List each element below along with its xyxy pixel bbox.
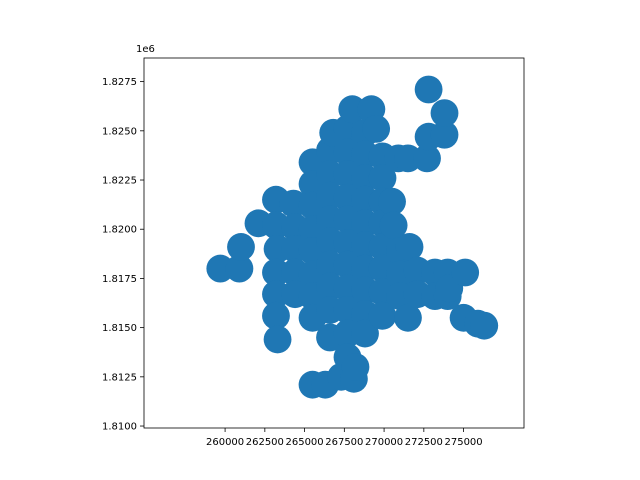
x-tick-label: 265000 [285,437,323,448]
data-points [206,75,499,399]
data-point-10 [263,325,292,354]
data-point-71 [378,187,406,216]
y-axis: 1.8100 1.8125 1.8150 1.8175 1.8200 1.8225 1.82… [102,77,144,433]
y-tick-label: 1.8150 [102,323,137,334]
data-point-0 [206,254,235,283]
y-offset-label: 1e6 [136,44,155,55]
data-point-72 [379,211,408,240]
data-point-79 [394,303,422,332]
data-point-62 [362,114,391,143]
y-tick-label: 1.8200 [102,225,137,236]
data-point-64 [368,164,397,192]
x-tick-label: 275000 [444,437,482,448]
y-tick-label: 1.8225 [102,176,137,187]
y-tick-label: 1.8175 [102,274,137,285]
x-axis: 260000 262500 265000 267500 270000 272500 2750… [206,428,483,448]
data-point-1 [225,254,254,283]
x-tick-label: 267500 [325,437,363,448]
data-point-77 [394,144,422,173]
data-point-50 [341,353,370,381]
data-point-88 [430,99,459,128]
data-point-2 [227,233,255,261]
data-point-78 [395,233,424,261]
data-point-9 [262,301,290,330]
x-tick-label: 270000 [365,437,403,448]
data-point-7 [262,258,290,287]
data-point-70 [368,301,397,330]
x-tick-label: 262500 [246,437,284,448]
y-tick-label: 1.8275 [102,77,137,88]
data-point-48 [338,95,367,124]
data-point-93 [451,258,480,287]
data-point-84 [414,75,443,104]
x-tick-label: 272500 [405,437,443,448]
y-tick-label: 1.8100 [102,422,137,433]
axes-frame [143,57,525,429]
y-tick-label: 1.8125 [102,372,137,383]
data-point-95 [470,311,499,340]
data-point-87 [430,120,459,149]
data-point-8 [262,280,290,309]
data-point-60 [351,319,379,348]
x-tick-label: 260000 [206,437,244,448]
data-point-82 [413,144,441,173]
y-tick-label: 1.8250 [102,126,137,137]
